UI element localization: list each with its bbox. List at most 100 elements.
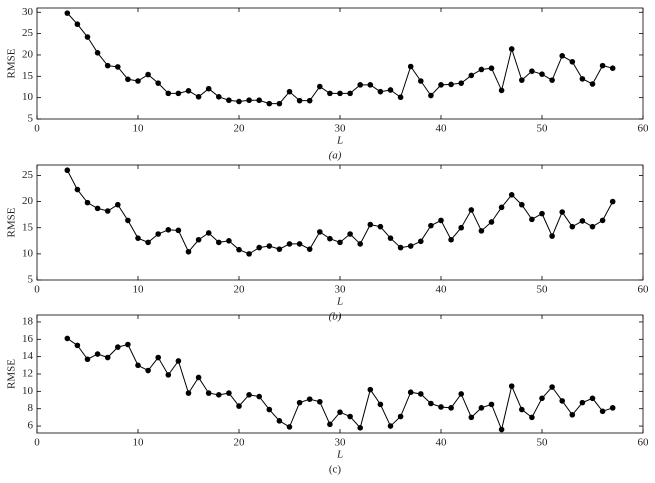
data-line	[66, 12, 613, 105]
data-point	[448, 236, 454, 243]
data-point	[428, 222, 434, 229]
data-point	[488, 65, 495, 71]
data-point	[438, 404, 444, 410]
data-point	[478, 405, 485, 411]
data-point	[448, 81, 454, 88]
data-point	[74, 21, 81, 28]
data-point	[115, 201, 121, 208]
data-point	[226, 237, 232, 244]
data-point	[448, 405, 454, 411]
data-point	[377, 223, 384, 230]
data-point	[458, 224, 465, 231]
data-point	[195, 374, 202, 381]
data-point	[135, 78, 141, 84]
data-point	[74, 186, 81, 193]
y-tick-label: 15	[22, 70, 34, 82]
y-tick-label: 10	[22, 247, 34, 259]
data-point	[508, 46, 515, 52]
data-point	[276, 246, 283, 252]
data-point	[589, 81, 596, 87]
data-point	[135, 362, 141, 369]
y-tick-label: 20	[22, 195, 34, 207]
data-point	[175, 90, 182, 97]
data-point	[428, 400, 434, 407]
data-point	[488, 401, 495, 408]
data-point	[579, 76, 586, 82]
data-point	[286, 88, 293, 95]
data-point	[104, 62, 111, 69]
y-tick-label: 18	[22, 315, 34, 327]
data-point	[145, 239, 151, 246]
data-point	[337, 409, 343, 415]
data-point	[418, 78, 424, 84]
x-tick-label: 60	[638, 123, 650, 135]
data-point	[276, 100, 283, 107]
data-point	[458, 80, 465, 86]
data-point	[559, 398, 565, 404]
data-point	[256, 244, 263, 251]
data-point	[468, 207, 475, 213]
data-point	[549, 384, 555, 390]
data-point	[246, 97, 252, 104]
data-point	[256, 97, 263, 104]
data-point	[165, 227, 172, 233]
y-tick-label: 12	[22, 368, 33, 380]
data-point	[306, 396, 313, 402]
x-tick-label: 0	[34, 123, 40, 135]
data-point	[226, 390, 232, 396]
x-axis-label: L	[336, 449, 343, 461]
y-tick-label: 8	[28, 402, 34, 414]
data-point	[104, 354, 111, 361]
data-point	[216, 94, 222, 100]
data-point	[155, 231, 161, 237]
data-point	[337, 90, 343, 97]
data-point	[609, 405, 616, 411]
data-point	[599, 62, 606, 69]
data-point	[488, 219, 495, 225]
data-point	[397, 244, 404, 251]
data-point	[296, 399, 303, 406]
data-point	[549, 77, 555, 83]
data-point	[165, 372, 172, 378]
data-point	[266, 243, 273, 249]
data-point	[539, 210, 545, 217]
data-point	[559, 209, 565, 215]
data-point	[559, 53, 565, 59]
data-point	[125, 217, 131, 224]
data-point	[407, 389, 414, 396]
data-point	[84, 199, 91, 206]
data-point	[367, 386, 374, 393]
data-point	[286, 241, 293, 247]
data-point	[135, 235, 141, 241]
caption: (c)	[329, 464, 342, 476]
x-tick-label: 30	[335, 437, 347, 449]
data-point	[438, 217, 444, 224]
data-point	[226, 97, 232, 104]
data-point	[84, 356, 91, 363]
data-point	[155, 80, 161, 86]
y-tick-label: 25	[22, 169, 34, 181]
y-tick-label: 10	[22, 91, 34, 103]
data-point	[317, 83, 323, 90]
data-point	[508, 383, 515, 389]
data-point	[377, 88, 384, 95]
data-point	[115, 344, 121, 350]
data-point	[296, 241, 303, 247]
plot-frame	[36, 314, 644, 434]
x-tick-label: 40	[436, 123, 448, 135]
data-point	[104, 208, 111, 214]
data-point	[337, 239, 343, 246]
data-point	[216, 392, 222, 398]
data-point	[205, 85, 212, 92]
data-point	[256, 393, 263, 400]
data-point	[125, 76, 131, 83]
x-tick-label: 60	[638, 437, 650, 449]
data-point	[64, 335, 71, 342]
data-point	[599, 217, 606, 224]
x-axis-label: L	[336, 135, 343, 147]
x-tick-label: 50	[537, 123, 549, 135]
data-point	[317, 229, 323, 235]
data-point	[246, 251, 252, 257]
data-point	[519, 77, 525, 83]
data-point	[357, 241, 364, 247]
